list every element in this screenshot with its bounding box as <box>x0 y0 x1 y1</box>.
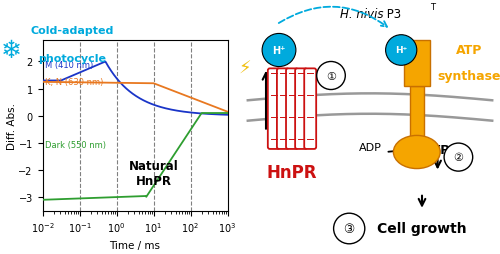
Text: ③: ③ <box>344 222 355 235</box>
Text: ATP: ATP <box>424 144 451 156</box>
Circle shape <box>386 36 417 66</box>
Text: synthase: synthase <box>437 70 500 83</box>
Text: ①: ① <box>326 71 336 81</box>
FancyBboxPatch shape <box>304 69 316 149</box>
Text: Cold-adapted: Cold-adapted <box>31 25 114 36</box>
FancyBboxPatch shape <box>268 69 280 149</box>
FancyBboxPatch shape <box>410 86 424 152</box>
FancyArrowPatch shape <box>279 8 387 28</box>
Text: photocycle: photocycle <box>38 53 106 64</box>
Text: ⚡: ⚡ <box>239 60 252 77</box>
FancyBboxPatch shape <box>404 41 430 86</box>
Circle shape <box>316 62 346 90</box>
Text: ②: ② <box>454 152 464 163</box>
Text: H⁺: H⁺ <box>395 46 407 55</box>
Text: Dark (550 nm): Dark (550 nm) <box>46 140 106 149</box>
Text: M (410 nm): M (410 nm) <box>46 61 94 70</box>
Circle shape <box>334 213 365 244</box>
Text: H⁺: H⁺ <box>272 46 285 56</box>
FancyBboxPatch shape <box>286 69 298 149</box>
X-axis label: Time / ms: Time / ms <box>110 240 160 250</box>
Text: Cell growth: Cell growth <box>377 222 467 235</box>
FancyBboxPatch shape <box>295 69 307 149</box>
Y-axis label: Diff. Abs.: Diff. Abs. <box>7 102 17 149</box>
Text: ❄: ❄ <box>0 39 21 63</box>
FancyBboxPatch shape <box>277 69 289 149</box>
Text: P3: P3 <box>383 8 401 21</box>
Text: ADP: ADP <box>358 142 382 152</box>
Circle shape <box>444 144 472 171</box>
Text: H. nivis: H. nivis <box>340 8 383 21</box>
Text: HnPR: HnPR <box>267 164 318 182</box>
Circle shape <box>262 34 296 67</box>
Text: Natural
HnPR: Natural HnPR <box>128 160 178 187</box>
Ellipse shape <box>394 136 440 169</box>
Text: T: T <box>430 3 435 11</box>
Text: K, N (630 nm): K, N (630 nm) <box>46 78 104 87</box>
Text: ATP: ATP <box>456 44 482 57</box>
